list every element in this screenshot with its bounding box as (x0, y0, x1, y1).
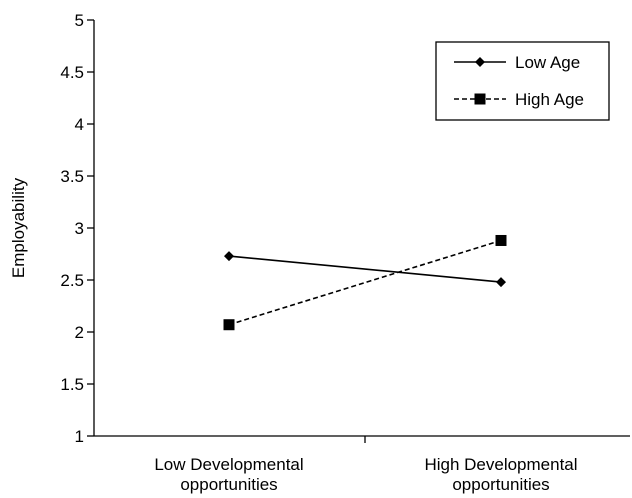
series-line (228, 255, 502, 283)
y-axis-title: Employability (9, 177, 28, 278)
series-line (228, 239, 502, 326)
diamond-marker (475, 57, 485, 67)
square-marker (474, 93, 486, 105)
legend-label: Low Age (515, 53, 580, 72)
legend-label: High Age (515, 90, 584, 109)
y-tick-label: 4 (75, 115, 84, 134)
y-axis: 1 1.5 2 2.5 3 3.5 4 4.5 5 (60, 11, 95, 446)
series-lines (223, 234, 507, 331)
y-tick-label: 4.5 (60, 63, 84, 82)
y-tick-label: 2.5 (60, 271, 84, 290)
square-marker (223, 319, 235, 331)
legend: Low Age High Age (435, 41, 610, 121)
y-tick-label: 1.5 (60, 375, 84, 394)
x-axis: Low Developmental opportunities High Devel… (94, 435, 630, 494)
y-tick-label: 3 (75, 219, 84, 238)
x-tick-label: High Developmental opportunities (424, 455, 577, 494)
legend-box (435, 41, 610, 121)
legend-item: Low Age (454, 53, 580, 72)
y-tick-label: 1 (75, 427, 84, 446)
y-tick-label: 2 (75, 323, 84, 342)
legend-item: High Age (454, 90, 584, 109)
series-low-age (224, 251, 506, 288)
diamond-marker (224, 251, 234, 262)
series-high-age (223, 234, 507, 331)
diamond-marker (496, 277, 506, 288)
square-marker (495, 234, 507, 246)
y-tick-label: 5 (75, 11, 84, 30)
y-tick-label: 3.5 (60, 167, 84, 186)
x-tick-label: Low Developmental opportunities (154, 455, 303, 494)
